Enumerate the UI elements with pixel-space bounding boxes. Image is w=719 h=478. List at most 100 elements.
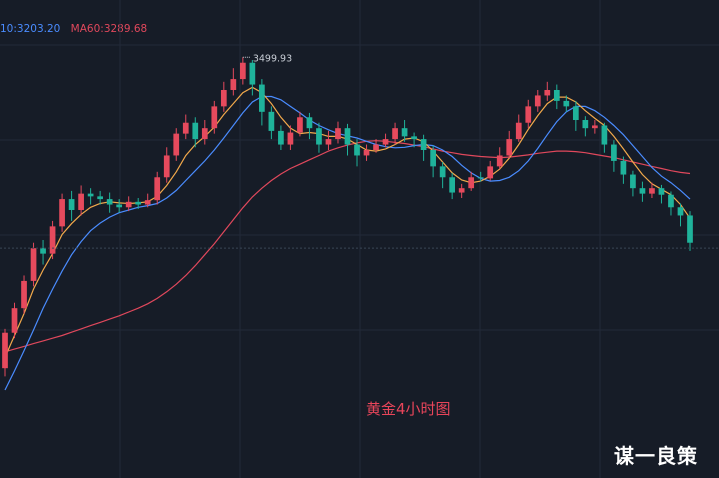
candle	[401, 120, 408, 142]
candle-body	[144, 200, 151, 205]
candle	[392, 122, 398, 145]
candle	[611, 140, 617, 172]
candle-body	[335, 128, 341, 140]
candle-body	[401, 128, 408, 137]
candle	[572, 100, 579, 131]
candle	[382, 133, 389, 148]
candle-body	[411, 136, 417, 140]
candle-body	[49, 226, 56, 254]
candle	[163, 147, 170, 183]
candle-body	[430, 150, 436, 167]
candle-body	[487, 166, 494, 179]
candle	[21, 275, 27, 314]
candle-body	[630, 174, 636, 189]
candle-body	[201, 128, 208, 140]
candle	[449, 172, 456, 200]
candle-body	[515, 122, 522, 140]
candle	[687, 211, 693, 251]
candle-body	[373, 144, 379, 150]
candles	[2, 57, 693, 377]
candle	[259, 79, 265, 126]
candle	[525, 99, 532, 129]
candle	[354, 139, 360, 167]
candle-body	[182, 122, 189, 134]
candle	[87, 188, 94, 205]
candle-body	[392, 128, 398, 140]
candle	[49, 220, 56, 260]
candle-body	[658, 188, 665, 195]
candle	[677, 203, 684, 227]
ma-short-label: 10:3203.20	[0, 23, 61, 35]
candle	[239, 57, 246, 85]
candle-body	[420, 139, 427, 150]
ma60-line	[4, 140, 691, 353]
candle-body	[2, 332, 8, 369]
candle	[68, 190, 75, 221]
candle	[306, 112, 313, 140]
candle	[59, 193, 65, 232]
chart-caption: 黄金4小时图	[366, 400, 451, 418]
candle-body	[125, 201, 132, 208]
candle	[487, 160, 494, 181]
candle-body	[592, 125, 598, 129]
candle-body	[477, 177, 484, 179]
candle	[249, 60, 256, 96]
annotations: 3499.93	[0, 53, 719, 249]
candle-body	[40, 248, 46, 254]
candle-body	[572, 106, 579, 120]
candle-body	[78, 193, 84, 210]
candle	[534, 90, 541, 112]
candle-body	[192, 122, 199, 140]
candle-body	[668, 194, 674, 208]
candle-body	[68, 199, 75, 210]
candle	[116, 199, 123, 213]
candle-body	[30, 248, 37, 281]
candle	[230, 68, 237, 96]
candle	[601, 122, 608, 153]
candle-body	[601, 125, 608, 145]
candle-body	[325, 139, 332, 145]
candle	[430, 145, 436, 178]
candle-body	[306, 117, 313, 129]
candle	[297, 111, 303, 137]
candle	[192, 117, 199, 148]
candle	[649, 182, 655, 198]
candle	[477, 171, 484, 182]
candle-body	[163, 155, 170, 178]
candle	[592, 120, 598, 134]
candle	[125, 196, 132, 212]
candle-body	[458, 188, 465, 193]
candle-body	[649, 188, 655, 194]
candle	[278, 125, 284, 150]
candle-body	[687, 215, 693, 243]
candle-body	[116, 204, 123, 208]
candle-body	[173, 133, 180, 156]
candle	[325, 130, 332, 150]
candle	[40, 240, 46, 265]
candle-body	[553, 90, 560, 101]
candle	[344, 123, 351, 156]
candle-body	[211, 106, 218, 129]
candle-body	[344, 128, 351, 145]
candle-body	[363, 150, 370, 156]
candle	[201, 120, 208, 145]
candle-body	[620, 160, 627, 175]
ma-long-label: MA60:3289.68	[70, 23, 148, 35]
candle	[373, 139, 379, 153]
candle-body	[21, 280, 27, 309]
candle-body	[135, 201, 142, 205]
candle	[182, 114, 189, 140]
candle	[268, 106, 275, 140]
candle	[173, 128, 180, 161]
candle	[582, 116, 589, 137]
candle-body	[259, 84, 265, 112]
candle-body	[534, 95, 541, 107]
candle	[211, 100, 218, 134]
candle	[458, 183, 465, 198]
candle-body	[297, 117, 303, 133]
candle	[106, 192, 113, 213]
candle	[287, 125, 294, 150]
candle	[506, 130, 513, 159]
candle-body	[496, 155, 503, 167]
